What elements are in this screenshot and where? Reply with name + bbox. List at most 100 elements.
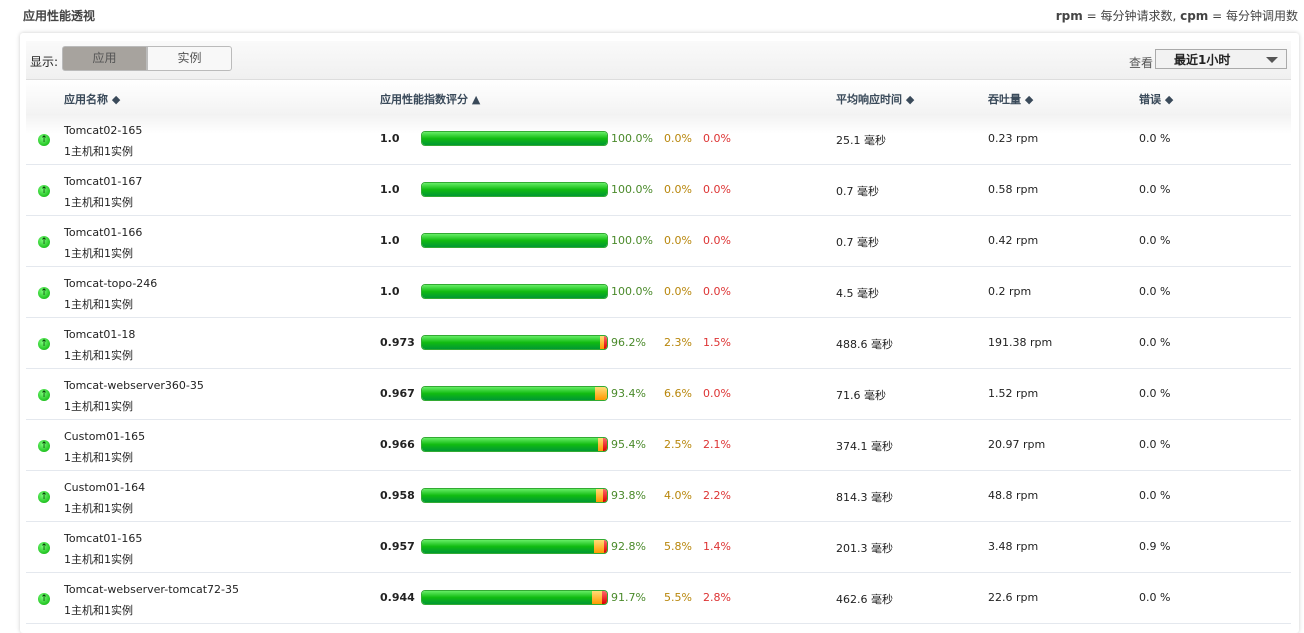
apdex-bar-tolerating <box>599 336 605 349</box>
legend-rpm-desc: = 每分钟请求数, <box>1082 9 1181 23</box>
app-host-summary: 1主机和1实例 <box>64 298 133 311</box>
app-name-link[interactable]: Tomcat-topo-246 <box>64 277 158 290</box>
app-name-link[interactable]: Tomcat01-165 <box>64 532 143 545</box>
apdex-bar-satisfied <box>422 591 592 604</box>
apdex-bar-satisfied <box>422 336 600 349</box>
table-row[interactable]: ↑ Tomcat-webserver360-35 1主机和1实例 0.967 9… <box>26 369 1291 420</box>
app-name-link[interactable]: Tomcat-webserver360-35 <box>64 379 204 392</box>
apdex-bar <box>421 386 608 401</box>
apdex-bar-satisfied <box>422 285 607 298</box>
page-title: 应用性能透视 <box>23 9 96 23</box>
header-throughput[interactable]: 吞吐量 ◆ <box>988 93 1034 106</box>
error-rate: 0.0 % <box>1139 387 1171 400</box>
apdex-score: 0.966 <box>380 438 415 451</box>
time-range-value: 最近1小时 <box>1174 53 1231 67</box>
apdex-score: 1.0 <box>380 234 400 247</box>
throughput: 0.42 rpm <box>988 234 1039 247</box>
throughput: 0.58 rpm <box>988 183 1039 196</box>
apdex-bar <box>421 182 608 197</box>
error-rate: 0.0 % <box>1139 438 1171 451</box>
app-name-link[interactable]: Tomcat02-165 <box>64 124 143 137</box>
throughput: 0.23 rpm <box>988 132 1039 145</box>
apdex-bar <box>421 539 608 554</box>
tolerating-pct: 2.3% <box>664 336 692 349</box>
apdex-bar-frustrated <box>604 540 607 553</box>
app-table-card: 显示: 应用 实例 查看 最近1小时 应用名称 ◆ 应用性能指数评分 ▲ 平均响… <box>20 33 1299 633</box>
apdex-bar-tolerating <box>593 540 605 553</box>
error-rate: 0.0 % <box>1139 285 1171 298</box>
toolbar: 显示: 应用 实例 查看 最近1小时 <box>26 41 1291 80</box>
app-name-link[interactable]: Tomcat01-18 <box>64 328 136 341</box>
app-name-link[interactable]: Tomcat01-167 <box>64 175 143 188</box>
apdex-score: 0.957 <box>380 540 415 553</box>
throughput: 3.48 rpm <box>988 540 1039 553</box>
app-name-link[interactable]: Tomcat-webserver-tomcat72-35 <box>64 583 240 596</box>
table-row[interactable]: ↑ Tomcat01-165 1主机和1实例 0.957 92.8% 5.8% … <box>26 522 1291 573</box>
table-row[interactable]: ↑ Tomcat01-166 1主机和1实例 1.0 100.0% 0.0% 0… <box>26 216 1291 267</box>
apdex-bar-satisfied <box>422 489 596 502</box>
apdex-bar-tolerating <box>594 387 607 400</box>
frustrated-pct: 0.0% <box>703 387 731 400</box>
frustrated-pct: 0.0% <box>703 234 731 247</box>
app-host-summary: 1主机和1实例 <box>64 400 133 413</box>
error-rate: 0.0 % <box>1139 183 1171 196</box>
status-up-icon: ↑ <box>38 287 50 299</box>
tab-instance[interactable]: 实例 <box>147 46 232 71</box>
error-rate: 0.0 % <box>1139 489 1171 502</box>
view-label: 查看 <box>1128 56 1153 70</box>
apdex-bar <box>421 233 608 248</box>
table-row[interactable]: ↑ Tomcat01-167 1主机和1实例 1.0 100.0% 0.0% 0… <box>26 165 1291 216</box>
table-row[interactable]: ↑ Tomcat-topo-246 1主机和1实例 1.0 100.0% 0.0… <box>26 267 1291 318</box>
error-rate: 0.0 % <box>1139 234 1171 247</box>
status-up-icon: ↑ <box>38 134 50 146</box>
status-up-icon: ↑ <box>38 389 50 401</box>
avg-response-time: 374.1 毫秒 <box>836 440 893 453</box>
app-host-summary: 1主机和1实例 <box>64 196 133 209</box>
tolerating-pct: 0.0% <box>664 183 692 196</box>
avg-response-time: 4.5 毫秒 <box>836 287 879 300</box>
apdex-bar-tolerating <box>598 438 604 451</box>
satisfied-pct: 92.8% <box>611 540 646 553</box>
table-row[interactable]: ↑ Custom01-164 1主机和1实例 0.958 93.8% 4.0% … <box>26 471 1291 522</box>
throughput: 20.97 rpm <box>988 438 1046 451</box>
avg-response-time: 0.7 毫秒 <box>836 185 879 198</box>
app-name-link[interactable]: Tomcat01-166 <box>64 226 143 239</box>
apdex-bar-satisfied <box>422 540 594 553</box>
tolerating-pct: 2.5% <box>664 438 692 451</box>
apdex-bar-frustrated <box>604 336 607 349</box>
table-row[interactable]: ↑ Tomcat-webserver-tomcat72-35 1主机和1实例 0… <box>26 573 1291 624</box>
app-host-summary: 1主机和1实例 <box>64 502 133 515</box>
tab-app[interactable]: 应用 <box>62 46 147 71</box>
throughput: 22.6 rpm <box>988 591 1039 604</box>
apdex-bar <box>421 131 608 146</box>
app-host-summary: 1主机和1实例 <box>64 553 133 566</box>
time-range-select[interactable]: 最近1小时 <box>1155 49 1287 69</box>
frustrated-pct: 0.0% <box>703 132 731 145</box>
table-body: ↑ Tomcat02-165 1主机和1实例 1.0 100.0% 0.0% 0… <box>26 114 1291 624</box>
throughput: 1.52 rpm <box>988 387 1039 400</box>
app-name-link[interactable]: Custom01-164 <box>64 481 146 494</box>
header-name[interactable]: 应用名称 ◆ <box>64 93 121 106</box>
header-error[interactable]: 错误 ◆ <box>1139 93 1174 106</box>
frustrated-pct: 1.4% <box>703 540 731 553</box>
table-row[interactable]: ↑ Tomcat01-18 1主机和1实例 0.973 96.2% 2.3% 1… <box>26 318 1291 369</box>
unit-legend: rpm = 每分钟请求数, cpm = 每分钟调用数 <box>1056 7 1298 24</box>
app-name-link[interactable]: Custom01-165 <box>64 430 146 443</box>
apdex-score: 1.0 <box>380 183 400 196</box>
status-up-icon: ↑ <box>38 338 50 350</box>
table-row[interactable]: ↑ Tomcat02-165 1主机和1实例 1.0 100.0% 0.0% 0… <box>26 114 1291 165</box>
error-rate: 0.0 % <box>1139 336 1171 349</box>
header-response-time[interactable]: 平均响应时间 ◆ <box>836 93 915 106</box>
table-row[interactable]: ↑ Custom01-165 1主机和1实例 0.966 95.4% 2.5% … <box>26 420 1291 471</box>
apdex-bar <box>421 284 608 299</box>
header-score[interactable]: 应用性能指数评分 ▲ <box>380 93 481 106</box>
apdex-bar-tolerating <box>591 591 602 604</box>
tolerating-pct: 0.0% <box>664 234 692 247</box>
status-up-icon: ↑ <box>38 440 50 452</box>
tolerating-pct: 5.8% <box>664 540 692 553</box>
satisfied-pct: 95.4% <box>611 438 646 451</box>
error-rate: 0.0 % <box>1139 591 1171 604</box>
satisfied-pct: 93.4% <box>611 387 646 400</box>
app-host-summary: 1主机和1实例 <box>64 145 133 158</box>
satisfied-pct: 91.7% <box>611 591 646 604</box>
